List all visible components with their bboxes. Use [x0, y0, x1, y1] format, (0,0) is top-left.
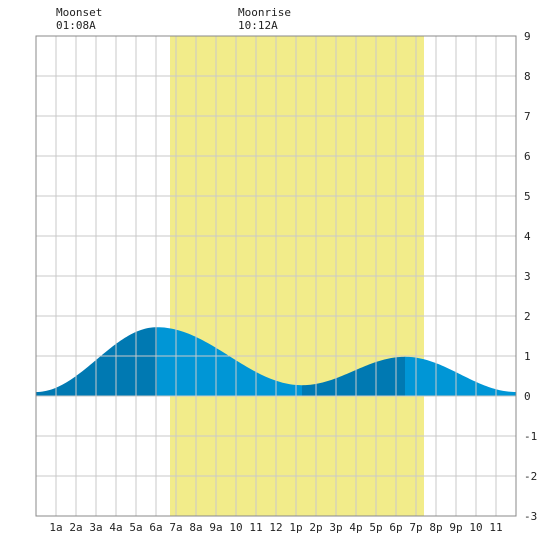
x-tick-label: 8p	[429, 521, 442, 534]
tide-segment-falling-3	[405, 356, 516, 396]
y-tick-label: 6	[524, 150, 531, 163]
x-tick-label: 12	[269, 521, 282, 534]
x-tick-label: 2a	[69, 521, 82, 534]
x-tick-label: 7p	[409, 521, 422, 534]
x-tick-label: 4a	[109, 521, 122, 534]
moonset-title: Moonset	[56, 6, 103, 19]
tide-segment-rising-2	[302, 356, 405, 396]
moonset-label: Moonset 01:08A	[56, 6, 102, 32]
y-tick-label: 2	[524, 310, 531, 323]
x-tick-label: 6p	[389, 521, 402, 534]
x-tick-label: 5a	[129, 521, 142, 534]
x-tick-label: 10	[229, 521, 242, 534]
y-tick-label: -2	[524, 470, 537, 483]
y-tick-label: 4	[524, 230, 531, 243]
y-tick-label: -3	[524, 510, 537, 523]
x-tick-label: 11	[249, 521, 262, 534]
x-tick-label: 6a	[149, 521, 162, 534]
y-tick-label: 9	[524, 30, 531, 43]
x-tick-label: 1p	[289, 521, 302, 534]
moonrise-title: Moonrise	[238, 6, 291, 19]
x-tick-label: 9a	[209, 521, 222, 534]
y-tick-label: 7	[524, 110, 531, 123]
y-tick-label: 5	[524, 190, 531, 203]
x-tick-label: 3a	[89, 521, 102, 534]
y-tick-label: 3	[524, 270, 531, 283]
moonrise-time: 10:12A	[238, 19, 278, 32]
x-tick-label: 1a	[49, 521, 62, 534]
x-tick-label: 2p	[309, 521, 322, 534]
x-tick-label: 5p	[369, 521, 382, 534]
y-tick-label: 1	[524, 350, 531, 363]
plot-border	[35, 35, 517, 517]
x-tick-label: 11	[489, 521, 502, 534]
moonrise-label: Moonrise 10:12A	[238, 6, 291, 32]
x-tick-label: 4p	[349, 521, 362, 534]
y-tick-label: -1	[524, 430, 537, 443]
x-tick-label: 10	[469, 521, 482, 534]
x-tick-label: 8a	[189, 521, 202, 534]
x-tick-label: 7a	[169, 521, 182, 534]
y-tick-label: 8	[524, 70, 531, 83]
moonset-time: 01:08A	[56, 19, 96, 32]
tide-segment-falling-1	[157, 327, 302, 396]
y-tick-label: 0	[524, 390, 531, 403]
x-tick-label: 9p	[449, 521, 462, 534]
x-tick-label: 3p	[329, 521, 342, 534]
